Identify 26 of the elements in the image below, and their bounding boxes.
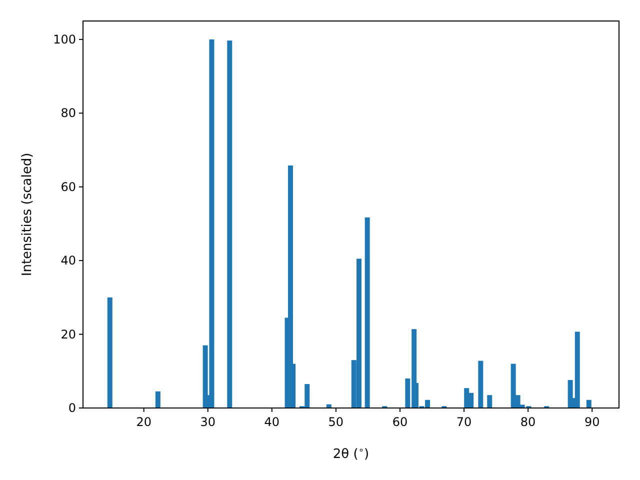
- bar: [487, 395, 492, 408]
- x-tick-label: 80: [520, 415, 536, 429]
- x-tick-label: 70: [456, 415, 472, 429]
- bar: [574, 332, 580, 408]
- y-tick-label: 80: [60, 106, 76, 120]
- bar: [227, 40, 232, 408]
- x-axis-title: 2θ ($^{∘}$): [332, 446, 370, 462]
- bar: [478, 360, 484, 408]
- y-tick-label: 40: [60, 254, 76, 268]
- bar: [364, 217, 370, 408]
- x-tick-label: 30: [200, 415, 216, 429]
- bar: [586, 400, 592, 408]
- y-axis-title: Intensities (scaled): [20, 152, 35, 276]
- bar: [464, 388, 470, 408]
- bar: [107, 297, 112, 408]
- x-tick-label: 20: [136, 415, 152, 429]
- y-tick-label: 20: [60, 327, 76, 342]
- x-tick-label: 90: [584, 415, 600, 429]
- bar: [288, 165, 293, 408]
- y-tick-label: 0: [68, 401, 76, 415]
- x-tick-label: 40: [264, 415, 280, 429]
- y-tick-label: 60: [60, 180, 76, 194]
- y-tick-label: 100: [53, 32, 76, 46]
- x-tick-label: 50: [328, 415, 344, 429]
- bar: [155, 391, 160, 408]
- x-tick-label: 60: [392, 415, 408, 429]
